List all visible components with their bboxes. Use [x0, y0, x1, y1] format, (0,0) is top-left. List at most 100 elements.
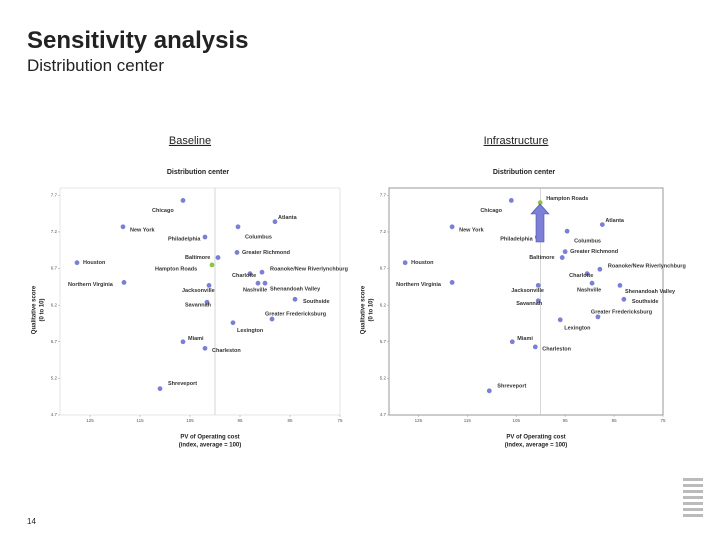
- point-label: Atlanta: [278, 215, 298, 221]
- y-tick-label: 7.7: [380, 193, 387, 198]
- y-tick-label: 7.2: [51, 229, 58, 234]
- point: [234, 250, 240, 255]
- x-axis-label: PV of Operating cost: [180, 435, 239, 441]
- point-label: Southside: [632, 299, 659, 305]
- y-tick-label: 6.7: [380, 266, 387, 271]
- chart-heading: Infrastructure: [484, 135, 549, 147]
- point-label: Shreveport: [168, 381, 197, 387]
- x-tick-label: 105: [186, 418, 194, 423]
- point: [74, 260, 80, 266]
- point-label: Miami: [188, 336, 204, 342]
- point: [259, 269, 265, 275]
- x-axis-label: (index, average = 100): [179, 443, 242, 449]
- point: [402, 260, 408, 266]
- logo: [683, 478, 703, 517]
- point-label: Shenandoah Valley: [270, 287, 321, 293]
- x-axis-label: (index, average = 100): [505, 443, 568, 449]
- point-label: Greater Fredericksburg: [591, 309, 652, 315]
- x-tick-label: 95: [563, 418, 569, 423]
- point: [508, 198, 514, 203]
- point-label: Philadelphia: [168, 237, 201, 243]
- point: [599, 222, 605, 228]
- x-tick-label: 85: [612, 418, 618, 423]
- point: [535, 298, 541, 304]
- plot-frame: [59, 187, 341, 416]
- y-axis-label: (0 to 10): [369, 298, 375, 321]
- point-label: Northern Virginia: [68, 282, 114, 288]
- point: [621, 296, 627, 302]
- point: [564, 228, 570, 234]
- y-axis-label: Qualitative score: [361, 285, 367, 334]
- point: [449, 280, 455, 285]
- point: [595, 314, 601, 320]
- x-tick-label: 95: [237, 418, 243, 423]
- point: [449, 224, 455, 230]
- point-label: Chicago: [480, 208, 502, 214]
- point-label: Miami: [517, 336, 533, 342]
- point-label: Greater Fredericksburg: [265, 312, 326, 318]
- chart-title: Distribution center: [167, 169, 230, 176]
- point: [262, 280, 268, 286]
- point: [535, 282, 541, 288]
- y-tick-label: 5.2: [51, 376, 58, 381]
- point: [180, 198, 186, 203]
- point-label: Savannah: [185, 303, 212, 309]
- point: [584, 271, 590, 277]
- x-tick-label: 125: [415, 418, 423, 423]
- point-label: Southside: [303, 299, 330, 305]
- point-label: Atlanta: [605, 218, 625, 224]
- y-axis-label: (0 to 10): [40, 298, 46, 321]
- point: [557, 317, 563, 323]
- point-label: Northern Virginia: [396, 282, 442, 288]
- point-label: Baltimore: [529, 255, 554, 261]
- point: [120, 224, 126, 230]
- chart-heading: Baseline: [169, 135, 211, 147]
- point: [180, 339, 186, 345]
- point: [202, 345, 208, 351]
- x-tick-label: 75: [660, 418, 666, 423]
- point-label: New York: [459, 227, 484, 233]
- x-axis-label: PV of Operating cost: [506, 435, 565, 441]
- x-tick-label: 125: [86, 418, 94, 423]
- point: [157, 386, 163, 392]
- x-tick-label: 115: [464, 418, 472, 423]
- point-label: Shenandoah Valley: [625, 289, 676, 295]
- slide-title: Sensitivity analysis: [27, 27, 248, 54]
- shift-arrow: [530, 203, 550, 243]
- y-tick-label: 6.7: [51, 266, 58, 271]
- point-label: Greater Richmond: [570, 249, 618, 255]
- y-tick-label: 5.7: [51, 339, 58, 344]
- point-label: Baltimore: [185, 255, 210, 261]
- y-axis-label: Qualitative score: [32, 285, 38, 334]
- point: [532, 344, 538, 350]
- point: [235, 224, 241, 230]
- point: [597, 266, 603, 272]
- point: [206, 282, 212, 288]
- point: [121, 280, 127, 285]
- slide-subtitle: Distribution center: [27, 56, 164, 75]
- y-tick-label: 4.7: [380, 412, 387, 417]
- page-number: 14: [27, 517, 36, 526]
- point: [509, 339, 515, 345]
- point: [247, 271, 253, 277]
- point-label: Roanoke/New Riverlynchburg: [608, 264, 686, 270]
- point: [209, 262, 215, 268]
- point-label: Nashville: [243, 288, 267, 294]
- point: [255, 280, 261, 286]
- plot-frame: [388, 187, 664, 416]
- point: [269, 316, 275, 322]
- point: [562, 249, 568, 255]
- point-label: Houston: [411, 260, 434, 266]
- point-label: Charlotte: [232, 273, 256, 279]
- point: [617, 282, 623, 288]
- point: [589, 280, 595, 286]
- point-label: Houston: [83, 260, 106, 266]
- point: [204, 299, 210, 305]
- point-label: Jacksonville: [511, 288, 544, 294]
- point-label: Hampton Roads: [155, 266, 197, 272]
- point-label: Savannah: [516, 301, 543, 307]
- point: [215, 255, 221, 260]
- point-label: Roanoke/New Riverlynchburg: [270, 267, 348, 273]
- point: [272, 219, 278, 225]
